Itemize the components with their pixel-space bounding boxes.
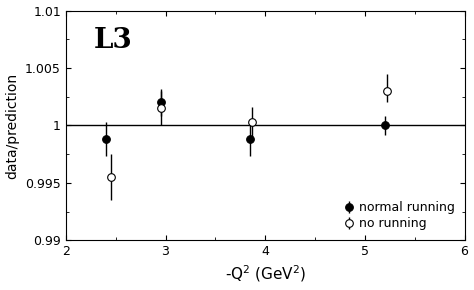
Legend: normal running, no running: normal running, no running [340, 197, 458, 234]
X-axis label: -Q$^2$ (GeV$^2$): -Q$^2$ (GeV$^2$) [225, 264, 306, 284]
Y-axis label: data/prediction: data/prediction [6, 72, 19, 179]
Text: L3: L3 [94, 27, 133, 54]
